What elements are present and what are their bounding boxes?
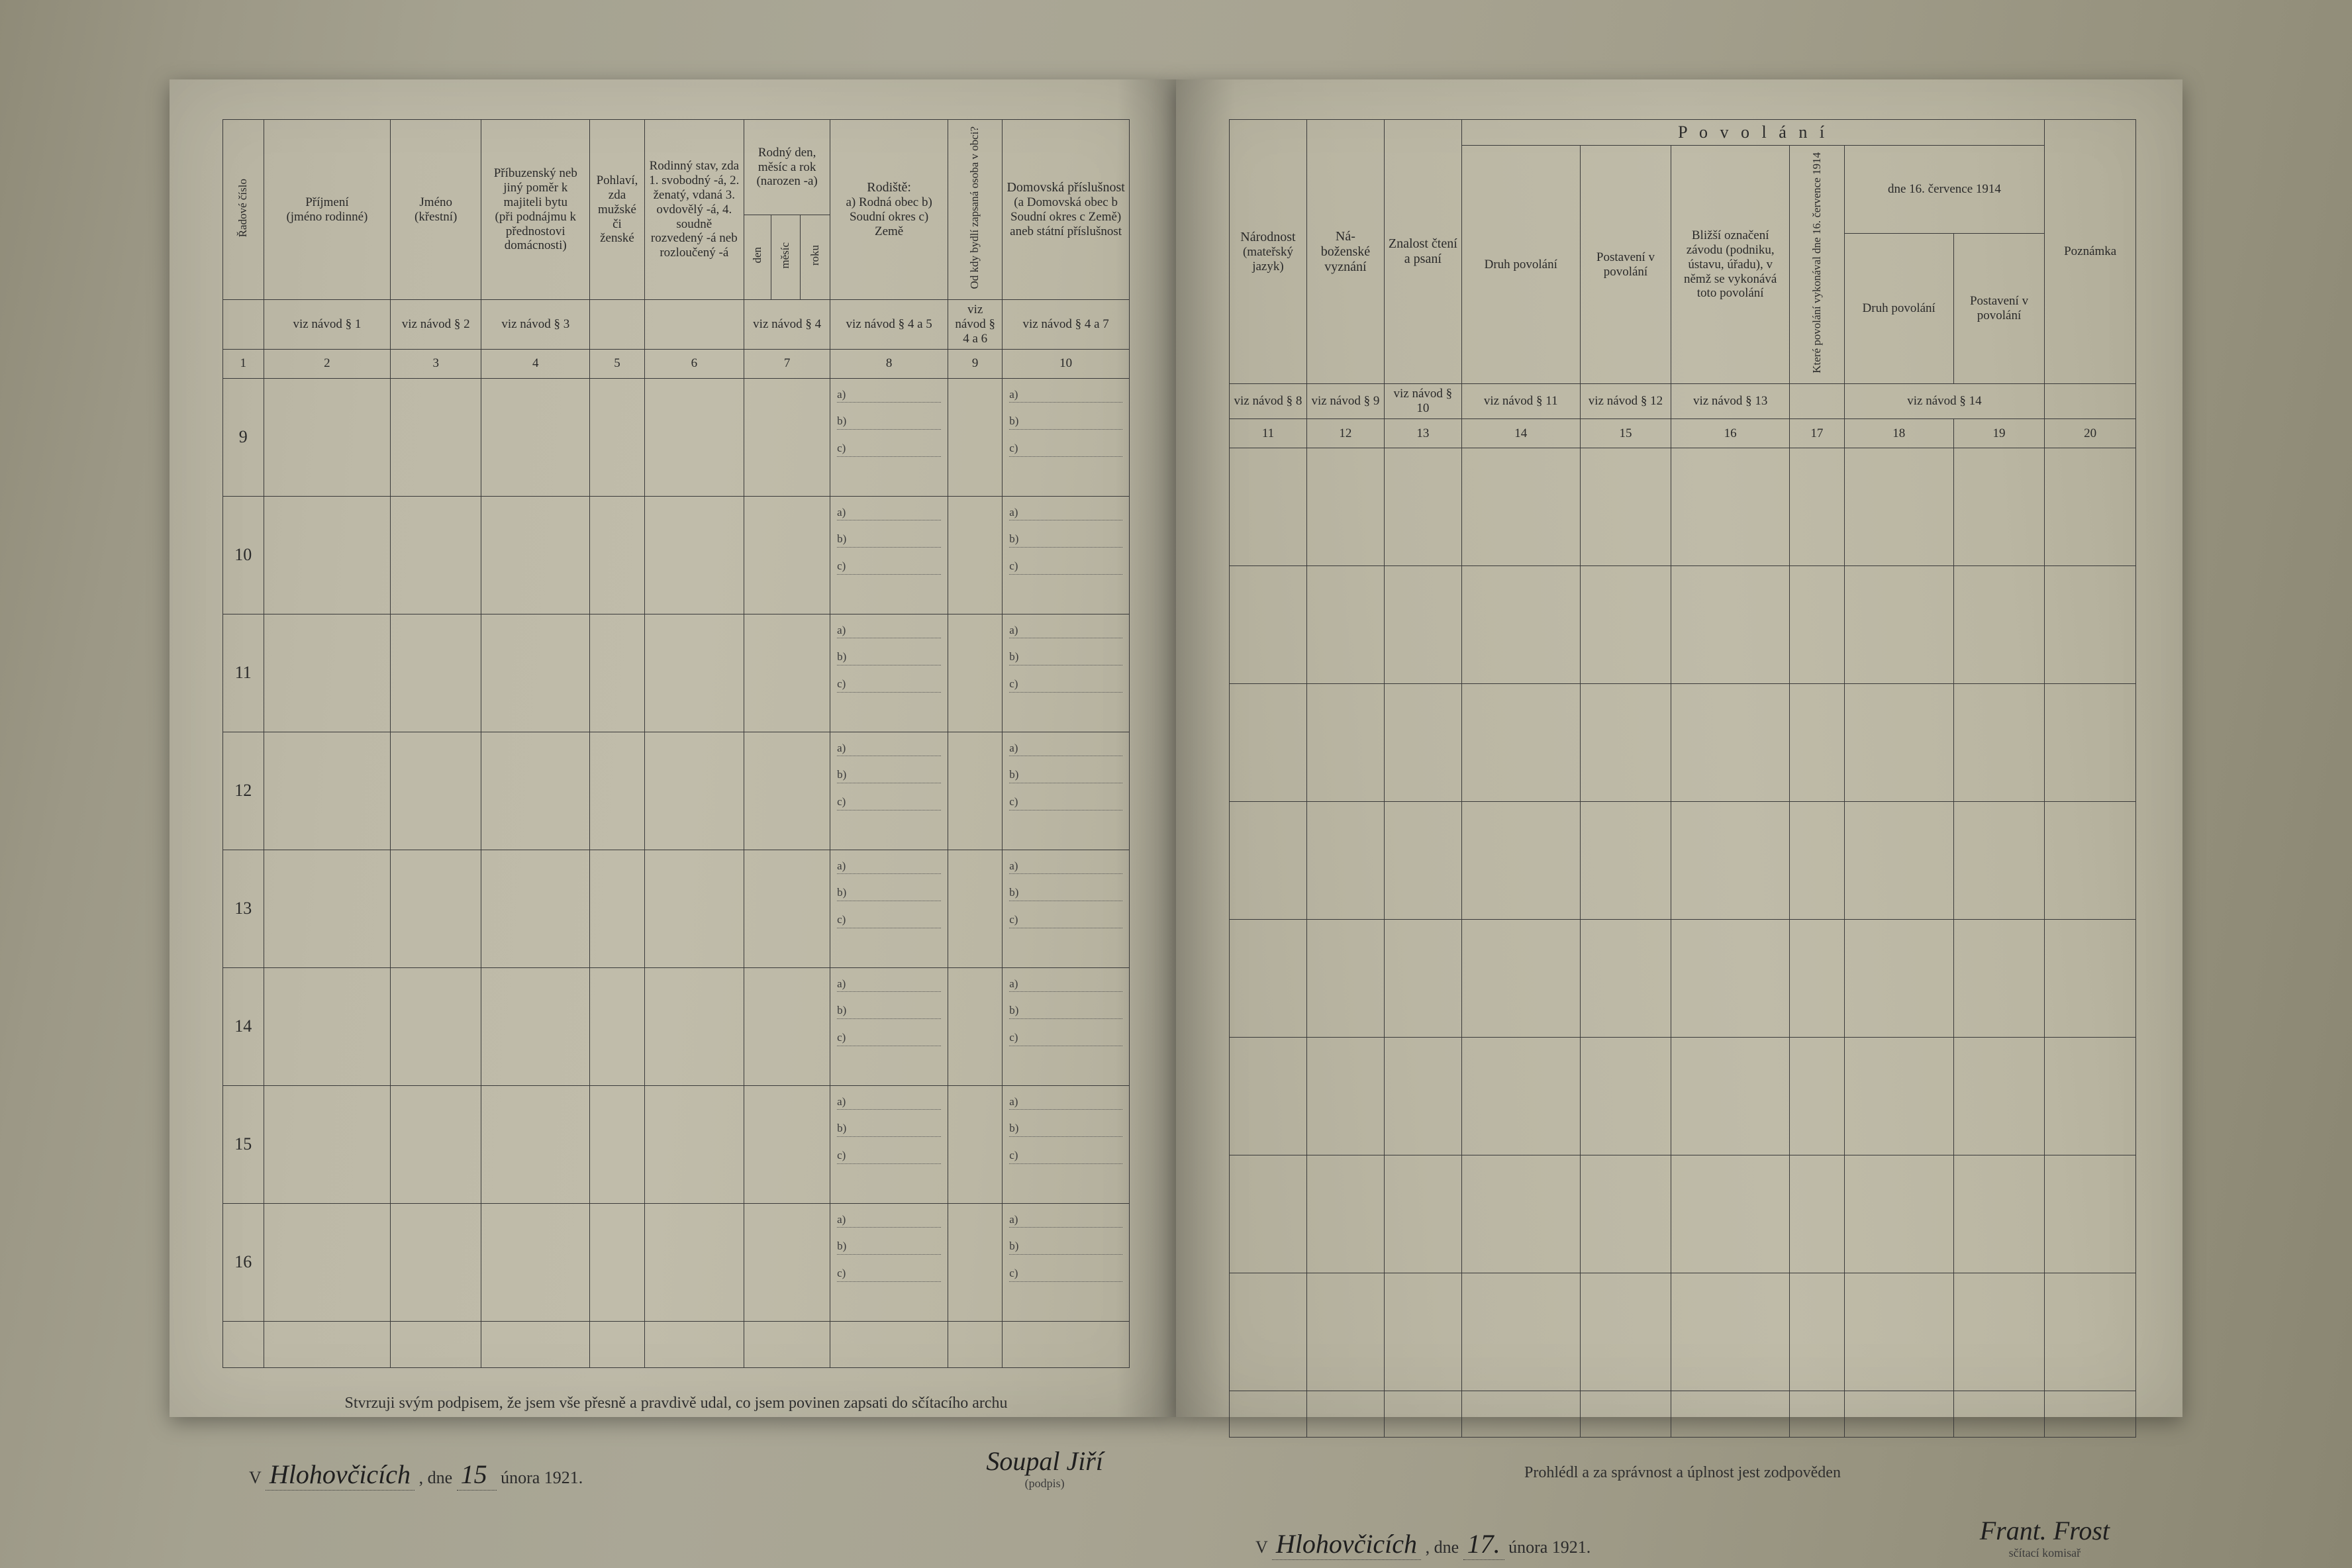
- place-handwritten: Hlohovčicích: [266, 1459, 415, 1491]
- col18-header: Druh povolání: [1844, 234, 1953, 384]
- row-number: 15: [223, 1085, 264, 1203]
- hint-row: viz návod § 1 viz návod § 2 viz návod § …: [223, 300, 1130, 350]
- col1-header: Řadové číslo: [237, 175, 250, 241]
- table-row: 15 a)b)c) a)b)c): [223, 1085, 1130, 1203]
- column-number-row-right: 11 12 13 14 15 16 17 18 19 20: [1230, 419, 2136, 448]
- row-number: 12: [223, 732, 264, 850]
- birthplace-cell: a)b)c): [830, 850, 948, 967]
- table-row: 9 a)b)c) a)b)c): [223, 378, 1130, 496]
- domicile-cell: a)b)c): [1003, 378, 1130, 496]
- domicile-cell: a)b)c): [1003, 967, 1130, 1085]
- hint-row-right: viz návod § 8 viz návod § 9 viz návod § …: [1230, 384, 2136, 419]
- domicile-cell: a)b)c): [1003, 1203, 1130, 1321]
- table-row: 12 a)b)c) a)b)c): [223, 732, 1130, 850]
- birthplace-cell: a)b)c): [830, 732, 948, 850]
- col14-header: Druh povolání: [1461, 145, 1580, 384]
- signature-label-r: sčítací komisař: [1980, 1546, 2110, 1560]
- col15-header: Postavení v povolání: [1580, 145, 1671, 384]
- col4-header: Příbuzenský neb jiný poměr k majiteli by…: [481, 120, 590, 300]
- col6-header: Rodinný stav, zda 1. svobodný -á, 2. žen…: [644, 120, 744, 300]
- left-page: Řadové číslo Příjmení (jméno rodinné) Jm…: [170, 79, 1176, 1417]
- left-signature-line: V Hlohovčicích , dne 15 února 1921. Soup…: [222, 1446, 1130, 1491]
- signature-label: (podpis): [986, 1477, 1103, 1491]
- signature-handwritten-r: Frant. Frost: [1980, 1515, 2110, 1546]
- table-row: 14 a)b)c) a)b)c): [223, 967, 1130, 1085]
- census-table-right: Národnost (mateřský jazyk) Ná-boženské v…: [1229, 119, 2136, 1438]
- row-number: 9: [223, 378, 264, 496]
- col3-header: Jméno (křestní): [391, 120, 481, 300]
- row-number: 16: [223, 1203, 264, 1321]
- header-row-1: Řadové číslo Příjmení (jméno rodinné) Jm…: [223, 120, 1130, 215]
- tail-row: [223, 1321, 1130, 1367]
- col12-header: Ná-boženské vyznání: [1306, 120, 1384, 384]
- domicile-cell: a)b)c): [1003, 614, 1130, 732]
- col17-header: Které povolání vykonával dne 16. červenc…: [1790, 145, 1845, 384]
- date-day-handwritten: 15: [457, 1459, 497, 1491]
- row-number: 10: [223, 496, 264, 614]
- domicile-cell: a)b)c): [1003, 1085, 1130, 1203]
- col13-header: Znalost čtení a psaní: [1384, 120, 1461, 384]
- header-row-r1: Národnost (mateřský jazyk) Ná-boženské v…: [1230, 120, 2136, 146]
- domicile-cell: a)b)c): [1003, 850, 1130, 967]
- row-number: 13: [223, 850, 264, 967]
- col10-header: Domovská příslušnost (a Domovská obec b …: [1003, 120, 1130, 300]
- col19-header: Postavení v povolání: [1953, 234, 2045, 384]
- table-row: [1230, 1155, 2136, 1273]
- table-row: [1230, 566, 2136, 684]
- table-row: [1230, 684, 2136, 802]
- col20-header: Poznámka: [2045, 120, 2136, 384]
- table-row: [1230, 1273, 2136, 1391]
- column-number-row: 1 2 3 4 5 6 7 8 9 10: [223, 349, 1130, 378]
- left-footer-affirm: Stvrzuji svým podpisem, že jsem vše přes…: [222, 1395, 1130, 1412]
- birthplace-cell: a)b)c): [830, 1203, 948, 1321]
- row-number: 14: [223, 967, 264, 1085]
- col7-header: Rodný den, měsíc a rok (narozen -a): [744, 120, 830, 215]
- table-row: 13 a)b)c) a)b)c): [223, 850, 1130, 967]
- right-footer-affirm: Prohlédl a za správnost a úplnost jest z…: [1229, 1464, 2136, 1482]
- birthplace-cell: a)b)c): [830, 614, 948, 732]
- domicile-cell: a)b)c): [1003, 732, 1130, 850]
- row-number: 11: [223, 614, 264, 732]
- table-row: [1230, 802, 2136, 920]
- col2-header: Příjmení (jméno rodinné): [264, 120, 391, 300]
- col8-header: Rodiště: a) Rodná obec b) Soudní okres c…: [830, 120, 948, 300]
- birthplace-cell: a)b)c): [830, 1085, 948, 1203]
- table-row: [1230, 448, 2136, 566]
- place-handwritten-r: Hlohovčicích: [1272, 1528, 1421, 1560]
- census-table-left: Řadové číslo Příjmení (jméno rodinné) Jm…: [222, 119, 1130, 1368]
- col11-header: Národnost (mateřský jazyk): [1230, 120, 1307, 384]
- col16-header: Bližší označení závodu (podniku, ústavu,…: [1671, 145, 1790, 384]
- table-row: [1230, 1038, 2136, 1155]
- right-page: Národnost (mateřský jazyk) Ná-boženské v…: [1176, 79, 2182, 1417]
- table-row: 16 a)b)c) a)b)c): [223, 1203, 1130, 1321]
- col9-header: Od kdy bydlí zapsaná osoba v obci?: [948, 120, 1003, 300]
- signature-handwritten: Soupal Jiří: [986, 1446, 1103, 1477]
- tail-row-right: [1230, 1391, 2136, 1438]
- birthplace-cell: a)b)c): [830, 967, 948, 1085]
- birthplace-cell: a)b)c): [830, 496, 948, 614]
- col18-19-date: dne 16. července 1914: [1844, 145, 2045, 233]
- table-row: 11 a)b)c) a)b)c): [223, 614, 1130, 732]
- book-spread: Řadové číslo Příjmení (jméno rodinné) Jm…: [170, 79, 2182, 1417]
- date-day-handwritten-r: 17.: [1463, 1528, 1504, 1560]
- birthplace-cell: a)b)c): [830, 378, 948, 496]
- table-row: [1230, 920, 2136, 1038]
- right-signature-line: V Hlohovčicích , dne 17. února 1921. Fra…: [1229, 1515, 2136, 1560]
- col5-header: Pohlaví, zda mužské či ženské: [590, 120, 644, 300]
- povolani-title: P o v o l á n í: [1461, 120, 2045, 146]
- table-row: 10 a)b)c) a)b)c): [223, 496, 1130, 614]
- domicile-cell: a)b)c): [1003, 496, 1130, 614]
